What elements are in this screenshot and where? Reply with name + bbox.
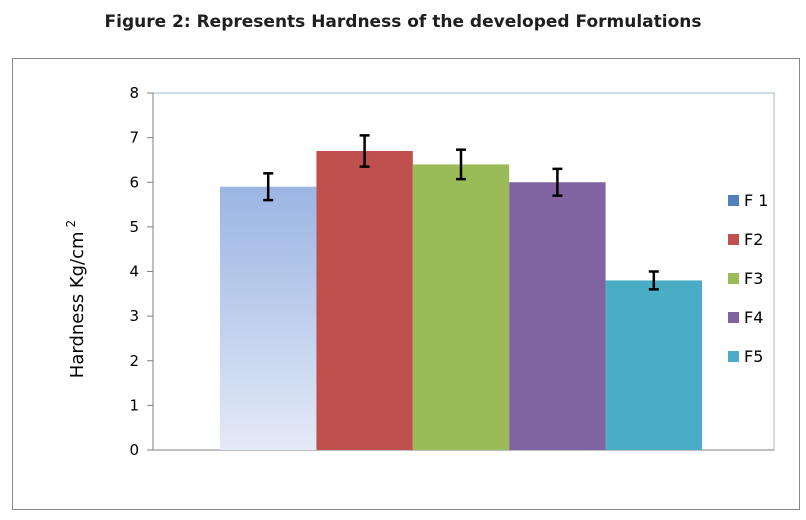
chart-container: 0 1 2 3 4 5 6 7 8 F 1 F2 F3 F4 F5 Hardness Kg/cm 2 — [12, 58, 800, 510]
bar-f1 — [220, 186, 317, 450]
bar-f4 — [509, 182, 606, 450]
bars — [220, 151, 702, 450]
bar-f5 — [605, 280, 702, 450]
y-tick-label: 3 — [129, 307, 139, 325]
error-bar-f1 — [263, 172, 274, 202]
error-bar-f4 — [552, 167, 563, 197]
y-tick-label: 5 — [129, 218, 139, 236]
legend-swatch — [728, 312, 739, 323]
legend-swatch — [728, 234, 739, 245]
bar-f3 — [412, 164, 510, 450]
legend-swatch — [728, 351, 739, 362]
legend-swatch — [728, 273, 739, 284]
error-bars — [263, 134, 659, 291]
legend-label: F2 — [744, 230, 763, 249]
y-axis-label: Hardness Kg/cm 2 — [64, 220, 88, 378]
bar-chart: 0 1 2 3 4 5 6 7 8 F 1 F2 F3 F4 F5 Hardness Kg/cm 2 — [64, 84, 775, 459]
y-axis-label-superscript: 2 — [64, 220, 78, 228]
y-tick-label: 0 — [129, 441, 139, 459]
legend-label: F5 — [744, 347, 763, 366]
error-bar-f2 — [359, 134, 370, 168]
legend-label: F4 — [744, 308, 763, 327]
y-tick-label: 4 — [129, 263, 139, 281]
y-tick-label: 8 — [129, 84, 139, 102]
y-tick-label: 2 — [129, 352, 139, 370]
y-tick-label: 6 — [129, 173, 139, 191]
error-bar-f3 — [456, 148, 466, 181]
legend-label: F3 — [744, 269, 763, 288]
legend-label: F 1 — [744, 191, 768, 210]
bar-f2 — [316, 151, 413, 450]
y-axis-label-main: Hardness Kg/cm — [67, 231, 88, 378]
legend-swatch — [728, 195, 739, 206]
error-bar-f5 — [648, 270, 659, 291]
legend: F 1 F2 F3 F4 F5 — [728, 191, 768, 366]
y-tick-label: 7 — [129, 129, 139, 147]
y-tick-label: 1 — [129, 396, 139, 414]
figure-title: Figure 2: Represents Hardness of the dev… — [104, 12, 702, 32]
